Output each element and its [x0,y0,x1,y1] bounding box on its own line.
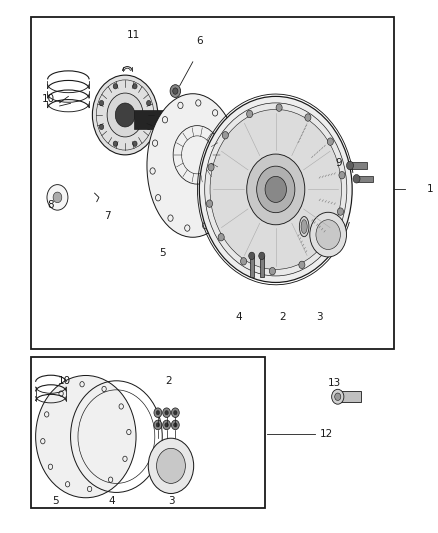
Circle shape [165,410,168,415]
Circle shape [173,423,177,427]
Circle shape [99,100,104,106]
Circle shape [206,200,212,207]
Circle shape [171,408,179,417]
Circle shape [323,240,329,247]
Text: 13: 13 [328,378,341,389]
Ellipse shape [301,220,307,233]
Text: 4: 4 [109,496,115,506]
Circle shape [339,172,345,179]
Circle shape [47,184,68,210]
Circle shape [133,141,137,147]
Circle shape [247,154,305,225]
Circle shape [115,103,135,127]
Text: 4: 4 [235,312,242,322]
Circle shape [208,164,214,171]
Circle shape [299,261,305,269]
Circle shape [316,220,340,249]
Circle shape [240,257,247,265]
Circle shape [113,141,117,147]
Text: 2: 2 [166,376,172,386]
Text: 8: 8 [48,200,54,211]
Circle shape [173,410,177,415]
Bar [337,391,361,402]
Bar [134,110,165,129]
Circle shape [113,84,117,89]
Circle shape [154,420,162,430]
Circle shape [107,93,143,137]
Text: 5: 5 [52,496,59,506]
Circle shape [259,252,265,260]
Circle shape [162,420,170,430]
Circle shape [173,88,178,94]
Circle shape [199,96,352,282]
Circle shape [353,174,360,183]
Text: 7: 7 [104,211,111,221]
Circle shape [327,138,333,146]
Circle shape [265,176,286,203]
Text: 6: 6 [196,36,203,45]
Bar [350,163,367,168]
Circle shape [156,410,159,415]
Circle shape [218,233,224,241]
Circle shape [335,393,341,400]
Circle shape [249,252,255,260]
Circle shape [148,438,194,494]
Circle shape [154,408,162,417]
Ellipse shape [35,375,136,498]
Bar [260,256,264,277]
Ellipse shape [161,110,168,128]
Circle shape [269,268,276,275]
Circle shape [156,448,185,483]
Circle shape [147,124,151,130]
Text: 11: 11 [127,30,141,41]
Circle shape [337,208,343,215]
Bar [357,175,373,182]
Text: 5: 5 [159,248,166,258]
Circle shape [156,423,159,427]
Text: 10: 10 [57,376,71,386]
Bar [250,256,254,277]
Circle shape [310,212,346,257]
Ellipse shape [147,94,239,237]
Circle shape [53,192,62,203]
Circle shape [170,85,180,98]
Circle shape [162,408,170,417]
Text: 12: 12 [319,429,333,439]
Circle shape [257,166,295,213]
Text: 10: 10 [42,94,55,104]
Circle shape [99,124,104,130]
Circle shape [165,423,168,427]
Text: 2: 2 [279,312,286,322]
Circle shape [223,132,228,139]
Text: 9: 9 [336,158,343,168]
Circle shape [210,109,342,269]
Text: 1: 1 [426,184,433,195]
Circle shape [332,389,344,404]
Circle shape [147,100,151,106]
Circle shape [205,103,347,276]
Text: 3: 3 [168,496,174,506]
Circle shape [171,420,179,430]
Circle shape [276,104,282,111]
Ellipse shape [299,216,309,237]
Circle shape [92,75,158,155]
Text: 3: 3 [316,312,323,322]
Circle shape [346,161,353,169]
Circle shape [247,110,253,118]
Circle shape [305,114,311,121]
Circle shape [133,84,137,89]
